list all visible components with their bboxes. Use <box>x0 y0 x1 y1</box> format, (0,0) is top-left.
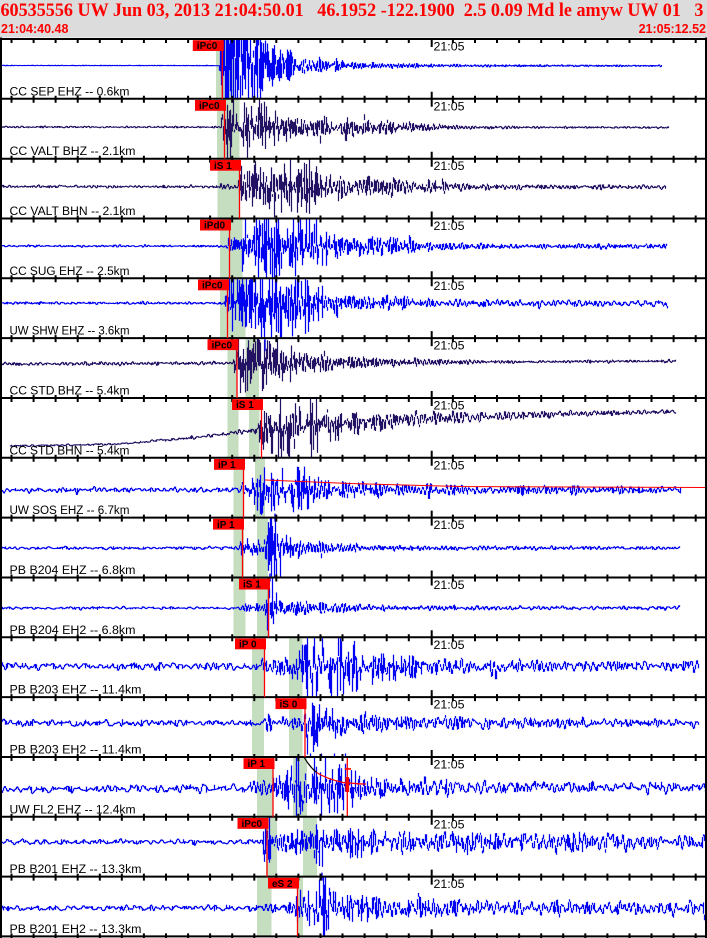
svg-text:21:05: 21:05 <box>434 879 465 891</box>
svg-text:iP 1: iP 1 <box>217 520 235 531</box>
svg-text:iPc0: iPc0 <box>202 281 223 292</box>
svg-text:21:05: 21:05 <box>434 520 465 532</box>
svg-text:CC VALT BHN -- 2.1km: CC VALT BHN -- 2.1km <box>10 206 136 218</box>
svg-text:CC STD BHZ -- 5.4km: CC STD BHZ -- 5.4km <box>10 386 130 398</box>
svg-text:21:05:12.52: 21:05:12.52 <box>639 22 706 36</box>
svg-text:CC STD BHN -- 5.4km: CC STD BHN -- 5.4km <box>10 445 130 457</box>
svg-text:21:05: 21:05 <box>434 700 465 712</box>
svg-text:PB B204 EH2 -- 6.8km: PB B204 EH2 -- 6.8km <box>10 625 136 637</box>
svg-text:iS 1: iS 1 <box>243 580 261 591</box>
svg-text:iS 0: iS 0 <box>280 699 298 710</box>
svg-text:21:05: 21:05 <box>434 819 465 831</box>
svg-text:21:05: 21:05 <box>434 460 465 472</box>
svg-text:PB B204 EHZ -- 6.8km: PB B204 EHZ -- 6.8km <box>10 565 136 577</box>
svg-text:60535556 UW Jun 03, 2013 21:04: 60535556 UW Jun 03, 2013 21:04:50.01 46.… <box>1 0 704 21</box>
svg-text:iPc0: iPc0 <box>212 340 233 351</box>
svg-text:21:05: 21:05 <box>434 341 465 353</box>
svg-text:21:05: 21:05 <box>434 221 465 233</box>
svg-text:PB B201 EHZ -- 13.3km: PB B201 EHZ -- 13.3km <box>10 864 142 876</box>
svg-text:iPc0: iPc0 <box>199 101 220 112</box>
svg-text:UW SOS EHZ -- 6.7km: UW SOS EHZ -- 6.7km <box>10 505 130 517</box>
svg-text:iP 1: iP 1 <box>218 460 236 471</box>
svg-text:iPc0: iPc0 <box>197 41 218 52</box>
svg-text:PB B201 EH2 -- 13.3km: PB B201 EH2 -- 13.3km <box>10 924 142 936</box>
svg-text:eS 2: eS 2 <box>272 879 293 890</box>
svg-text:UW FL2 EHZ -- 12.4km: UW FL2 EHZ -- 12.4km <box>10 804 136 816</box>
svg-text:CC SEP EHZ -- 0.6km: CC SEP EHZ -- 0.6km <box>10 86 130 98</box>
svg-text:21:05: 21:05 <box>434 101 465 113</box>
svg-text:21:05: 21:05 <box>434 161 465 173</box>
svg-text:21:04:40.48: 21:04:40.48 <box>1 22 68 36</box>
svg-text:CC SUG EHZ -- 2.5km: CC SUG EHZ -- 2.5km <box>10 266 130 278</box>
svg-text:iP 0: iP 0 <box>239 640 257 651</box>
svg-text:UW SHW EHZ -- 3.6km: UW SHW EHZ -- 3.6km <box>10 326 130 338</box>
svg-text:PB B203 EH2 -- 11.4km: PB B203 EH2 -- 11.4km <box>10 745 142 757</box>
svg-text:21:05: 21:05 <box>434 281 465 293</box>
svg-text:21:05: 21:05 <box>434 580 465 592</box>
svg-text:21:05: 21:05 <box>434 760 465 772</box>
svg-text:iS 1: iS 1 <box>236 400 254 411</box>
svg-text:iS 1: iS 1 <box>214 161 232 172</box>
svg-text:CC VALT BHZ -- 2.1km: CC VALT BHZ -- 2.1km <box>10 146 136 158</box>
svg-text:21:05: 21:05 <box>434 42 465 54</box>
svg-text:iPd0: iPd0 <box>204 221 226 232</box>
svg-text:iP 1: iP 1 <box>248 759 266 770</box>
svg-text:21:05: 21:05 <box>434 401 465 413</box>
svg-text:21:05: 21:05 <box>434 640 465 652</box>
svg-text:iPc0: iPc0 <box>242 819 263 830</box>
svg-text:PB B203 EHZ -- 11.4km: PB B203 EHZ -- 11.4km <box>10 685 142 697</box>
